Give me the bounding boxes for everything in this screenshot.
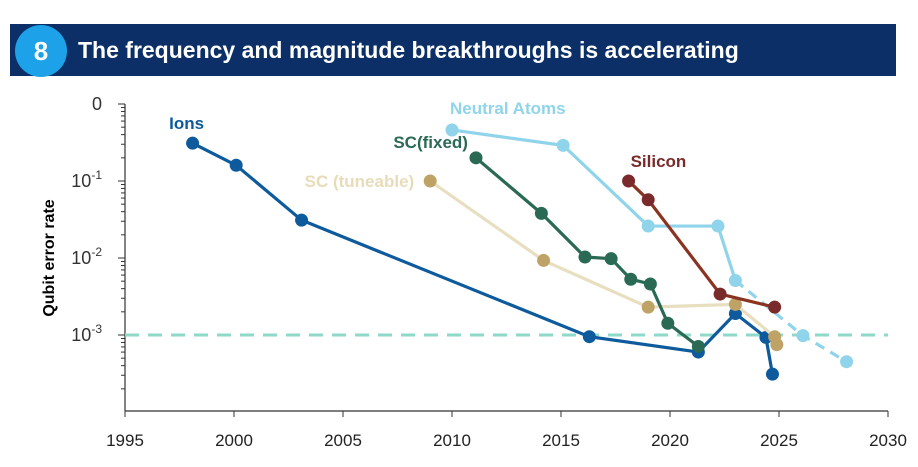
data-point bbox=[661, 316, 675, 330]
data-point bbox=[713, 287, 727, 301]
x-tick-label: 1995 bbox=[106, 431, 144, 450]
x-tick-label: 2000 bbox=[215, 431, 253, 450]
axes: 0 10-1 10-2 10-3 1995 2000 2005 2010 2015 2020 202… bbox=[41, 94, 907, 450]
series-label: Ions bbox=[169, 114, 204, 133]
series-label: Neutral Atoms bbox=[450, 99, 566, 118]
x-tick-label: 2020 bbox=[651, 431, 689, 450]
data-point bbox=[840, 355, 854, 369]
y-tick-label: 10-3 bbox=[71, 322, 102, 345]
series-line bbox=[191, 141, 775, 375]
series-neutral-atoms bbox=[445, 123, 854, 369]
header-banner bbox=[10, 24, 896, 76]
data-point bbox=[728, 307, 742, 321]
data-point bbox=[624, 272, 638, 286]
data-point bbox=[445, 123, 459, 137]
data-point bbox=[469, 151, 483, 165]
data-point bbox=[728, 297, 742, 311]
data-point bbox=[578, 250, 592, 264]
data-point bbox=[229, 158, 243, 172]
data-point bbox=[770, 338, 784, 352]
data-point bbox=[582, 330, 596, 344]
x-tick-label: 2030 bbox=[869, 431, 907, 450]
data-point bbox=[728, 274, 742, 288]
series-label: SC (tuneable) bbox=[305, 172, 415, 191]
labels-layer: Ions SC (tuneable) SC(fixed) Neutral Atoms S… bbox=[169, 99, 686, 191]
data-point bbox=[711, 219, 725, 233]
data-point bbox=[537, 253, 551, 267]
data-point bbox=[796, 329, 810, 343]
series-line-projected bbox=[734, 279, 848, 364]
series-line bbox=[429, 179, 779, 346]
data-point bbox=[186, 136, 200, 150]
data-point bbox=[604, 252, 618, 266]
series-silicon bbox=[622, 174, 782, 314]
page-title: The frequency and magnitude breakthrough… bbox=[78, 37, 739, 63]
data-point bbox=[643, 277, 657, 291]
series-layer bbox=[186, 123, 854, 381]
data-point bbox=[641, 219, 655, 233]
y-axis-label: Qubit error rate bbox=[41, 199, 58, 316]
series-sc-tuneable bbox=[423, 174, 784, 352]
data-point bbox=[691, 339, 705, 353]
y-tick-label: 0 bbox=[92, 94, 102, 114]
series-ions bbox=[186, 136, 779, 381]
data-point bbox=[295, 213, 309, 227]
y-tick-label: 10-1 bbox=[71, 168, 102, 191]
x-tick-label: 2010 bbox=[433, 431, 471, 450]
data-point bbox=[768, 300, 782, 314]
x-tick-label: 2015 bbox=[542, 431, 580, 450]
series-line bbox=[474, 156, 700, 348]
y-tick-label: 10-2 bbox=[71, 245, 102, 268]
series-sc-fixed bbox=[469, 151, 705, 353]
data-point bbox=[641, 193, 655, 207]
data-point bbox=[622, 174, 636, 188]
data-point bbox=[641, 300, 655, 314]
data-point bbox=[556, 138, 570, 152]
section-number-badge: 8 bbox=[15, 25, 67, 77]
data-point bbox=[765, 367, 779, 381]
series-label: SC(fixed) bbox=[393, 133, 468, 152]
data-point bbox=[423, 174, 437, 188]
series-line bbox=[627, 179, 776, 309]
series-label: Silicon bbox=[631, 152, 687, 171]
data-point bbox=[534, 206, 548, 220]
x-tick-label: 2005 bbox=[324, 431, 362, 450]
x-tick-label: 2025 bbox=[760, 431, 798, 450]
